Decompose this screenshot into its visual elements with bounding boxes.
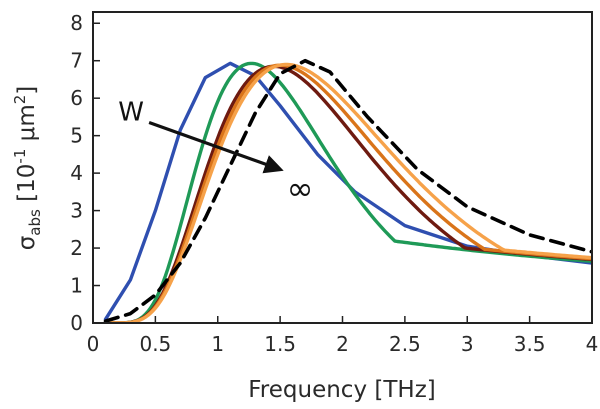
y-tick-label: 2 (70, 236, 83, 260)
y-axis-ticks: 0 1 2 3 4 5 6 7 8 (70, 11, 100, 335)
x-tick-label: 3 (461, 332, 474, 356)
annotation: W ∞ (118, 98, 313, 208)
y-tick-label: 7 (70, 49, 83, 73)
series-layer (103, 58, 592, 323)
annotation-start-label: W (118, 98, 144, 128)
y-axis-unit-open: [10 (14, 164, 40, 210)
y-tick-label: 6 (70, 86, 83, 110)
y-axis-unit-close: ] (14, 86, 40, 95)
x-axis-label: Frequency [THz] (248, 377, 436, 403)
annotation-arrow (148, 120, 284, 174)
x-tick-label: 0.5 (139, 332, 171, 356)
x-tick-label: 0 (87, 332, 100, 356)
y-axis-unit-exp: -1 (11, 149, 29, 164)
y-tick-label: 5 (70, 124, 83, 148)
y-tick-label: 4 (70, 161, 83, 185)
x-tick-label: 3.5 (514, 332, 546, 356)
y-axis-subscript: abs (26, 209, 44, 236)
x-axis-ticks: 0 0.5 1 1.5 2 2.5 3 3.5 4 (87, 316, 599, 356)
x-tick-label: 2 (336, 332, 349, 356)
series-line-4 (103, 62, 592, 323)
annotation-end-label: ∞ (287, 169, 314, 207)
x-tick-label: 2.5 (389, 332, 421, 356)
y-tick-label: 3 (70, 199, 83, 223)
series-line-1 (103, 61, 592, 323)
x-tick-label: 1.5 (264, 332, 296, 356)
y-tick-label: 8 (70, 11, 83, 35)
y-axis-unit-sq: 2 (11, 95, 29, 105)
x-tick-label: 1 (211, 332, 224, 356)
x-tick-label: 4 (586, 332, 599, 356)
y-axis-symbol: σ (14, 236, 40, 251)
y-tick-label: 0 (70, 311, 83, 335)
series-line-0 (103, 61, 592, 321)
y-axis-unit-mid: μm (14, 104, 40, 148)
y-tick-label: 1 (70, 274, 83, 298)
y-axis-label: σabs [10-1 μm2] (11, 86, 44, 251)
series-line-5 (103, 58, 592, 323)
